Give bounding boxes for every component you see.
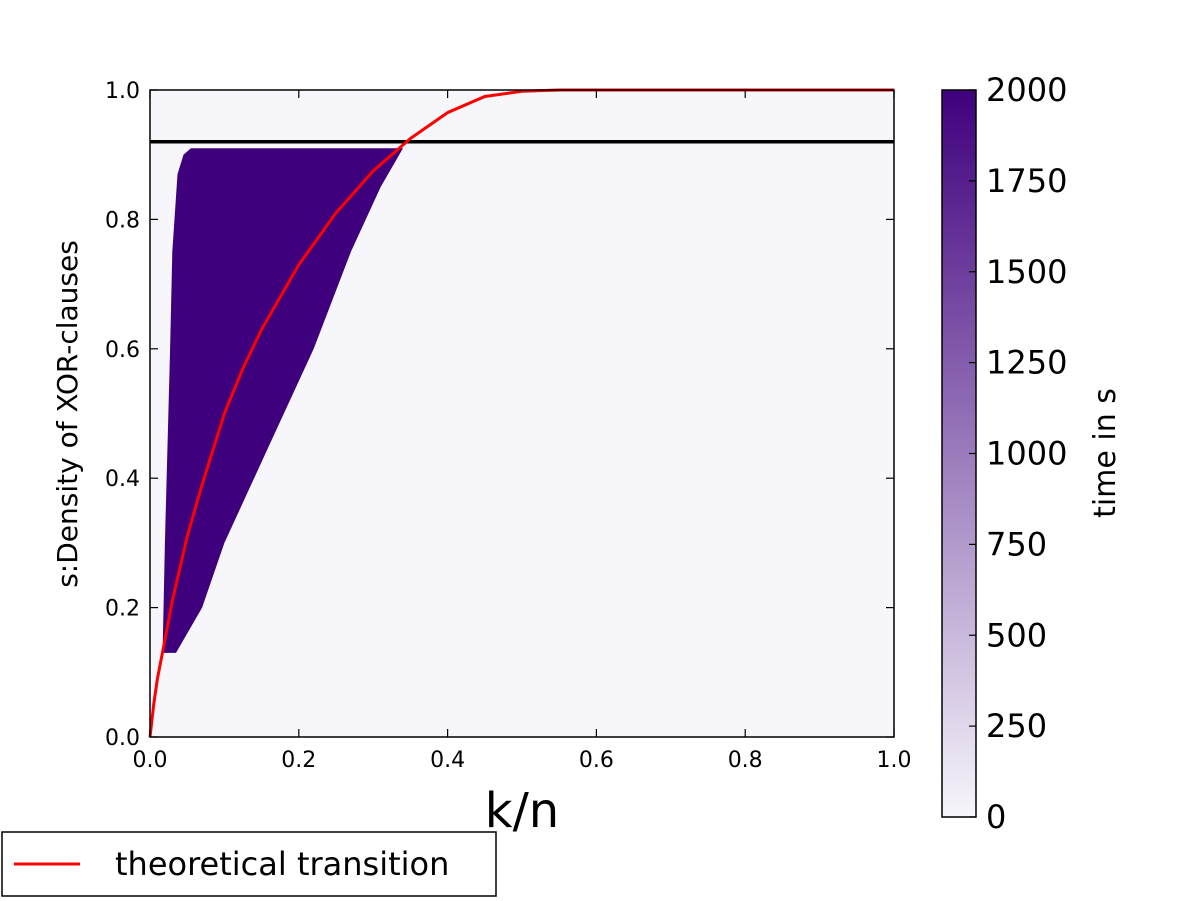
x-tick-label: 0.4 — [430, 748, 465, 773]
y-tick-label: 1.0 — [105, 79, 140, 104]
y-tick-label: 0.6 — [105, 338, 140, 363]
y-axis-title: s:Density of XOR-clauses — [51, 240, 84, 588]
y-axis-ticks: 0.0 0.2 0.4 0.6 0.8 1.0 — [105, 79, 894, 751]
colorbar-ticks: 0 250 500 750 1000 1250 1500 1750 2000 — [969, 71, 1067, 836]
colorbar-tick-label: 1500 — [986, 253, 1067, 291]
colorbar-tick-label: 1000 — [986, 435, 1067, 473]
heatmap-hard-region — [162, 148, 403, 653]
x-tick-label: 0.6 — [579, 748, 614, 773]
y-tick-label: 0.8 — [105, 208, 140, 233]
y-tick-label: 0.4 — [105, 467, 140, 492]
x-tick-label: 1.0 — [877, 748, 912, 773]
plot-frame — [149, 89, 895, 738]
colorbar-tick-label: 500 — [986, 616, 1047, 654]
x-tick-label: 0.2 — [281, 748, 316, 773]
y-tick-label: 0.0 — [105, 726, 140, 751]
colorbar-tick-label: 1750 — [986, 162, 1067, 200]
colorbar-title: time in s — [1088, 388, 1123, 518]
colorbar-tick-label: 750 — [986, 525, 1047, 563]
colorbar-tick-label: 0 — [986, 798, 1006, 836]
legend-box — [1, 831, 497, 897]
x-tick-label: 0.8 — [728, 748, 763, 773]
legend-entry-theoretical-transition: theoretical transition — [115, 845, 449, 883]
colorbar-tick-label: 2000 — [986, 71, 1067, 109]
x-axis-ticks: 0.0 0.2 0.4 0.6 0.8 1.0 — [133, 90, 912, 773]
colorbar-tick-label: 1250 — [986, 344, 1067, 382]
x-tick-label: 0.0 — [133, 748, 168, 773]
x-axis-title: k/n — [485, 783, 559, 839]
y-tick-label: 0.2 — [105, 597, 140, 622]
colorbar-tick-label: 250 — [986, 707, 1047, 745]
legend: theoretical transition — [1, 831, 497, 897]
